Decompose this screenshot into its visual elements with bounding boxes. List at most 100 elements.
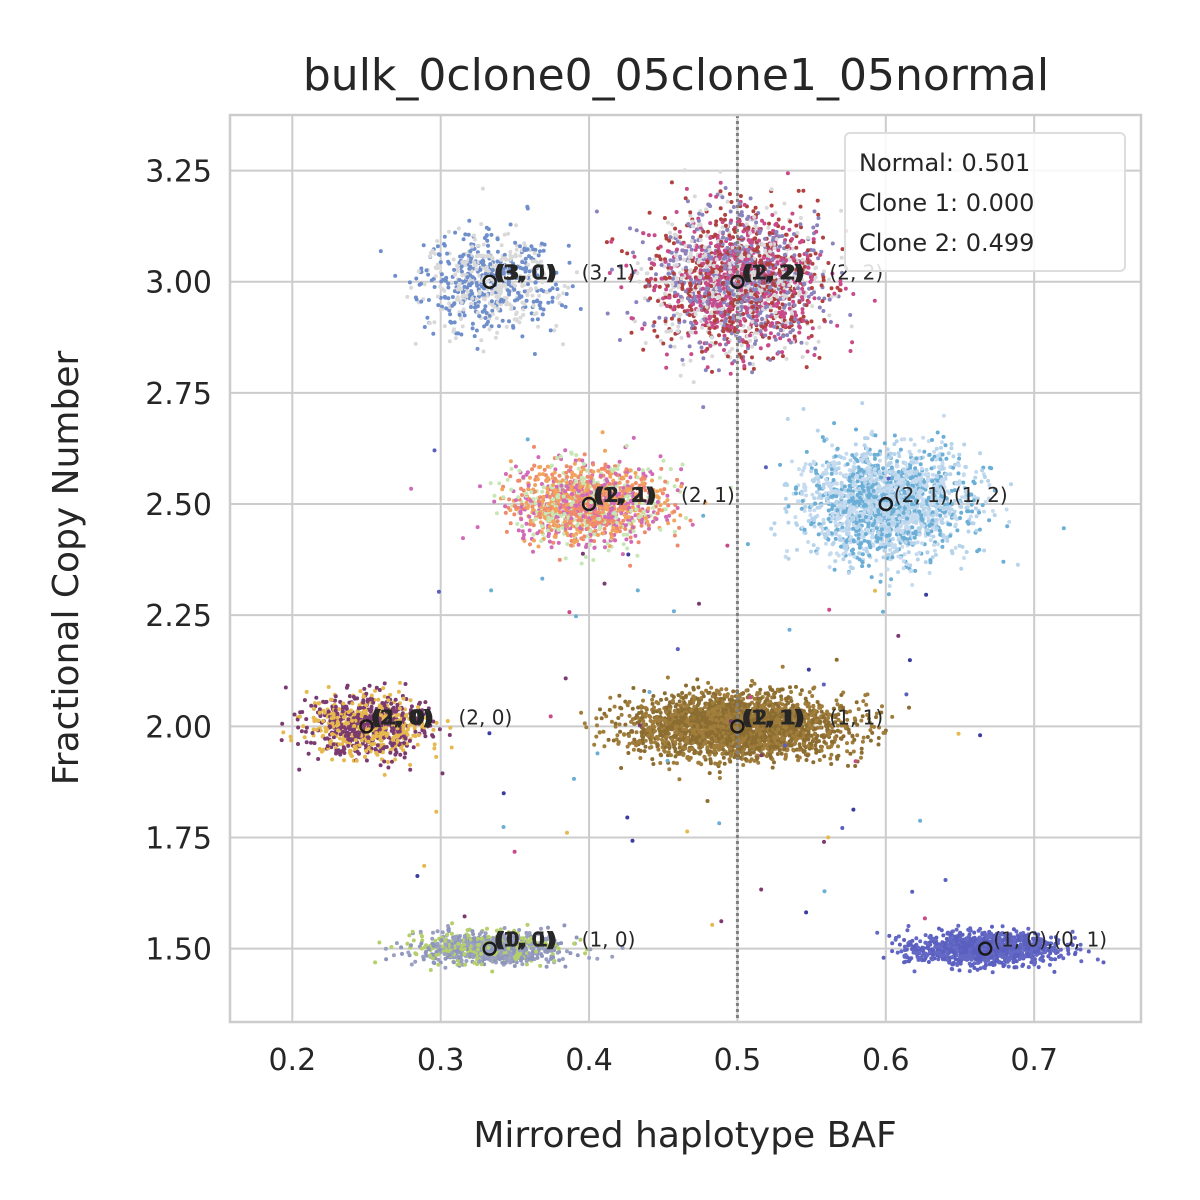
- scatter-point: [533, 483, 538, 487]
- scatter-point: [725, 327, 729, 331]
- scatter-point: [685, 199, 690, 204]
- scatter-point: [554, 323, 559, 328]
- scatter-point: [775, 294, 780, 299]
- scatter-point: [393, 273, 398, 278]
- scatter-point: [570, 284, 575, 289]
- scatter-point: [561, 342, 565, 347]
- scatter-point: [459, 300, 464, 305]
- scatter-point: [785, 417, 790, 421]
- scatter-point: [715, 264, 720, 269]
- scatter-point: [669, 328, 674, 333]
- scatter-point: [631, 435, 636, 440]
- scatter-point: [633, 533, 638, 538]
- scatter-point: [457, 285, 462, 290]
- scatter-point: [698, 299, 703, 304]
- scatter-point: [800, 295, 804, 300]
- scatter-point: [839, 255, 844, 260]
- scatter-point: [448, 312, 453, 317]
- scatter-point: [574, 453, 579, 458]
- scatter-point: [707, 330, 712, 335]
- scatter-point: [649, 266, 654, 271]
- scatter-point: [669, 266, 674, 270]
- scatter-point: [708, 315, 713, 319]
- scatter-point: [574, 270, 579, 275]
- scatter-point: [797, 300, 802, 305]
- scatter-point: [667, 275, 672, 280]
- scatter-point: [549, 273, 554, 278]
- scatter-point: [469, 269, 474, 274]
- scatter-point: [748, 196, 753, 201]
- scatter-point: [555, 519, 560, 524]
- scatter-point: [689, 239, 694, 244]
- scatter-point: [935, 430, 940, 435]
- scatter-point: [635, 271, 640, 275]
- scatter-point: [666, 220, 670, 225]
- scatter-point: [521, 475, 526, 480]
- scatter-point: [564, 508, 569, 513]
- scatter-point: [459, 332, 464, 337]
- scatter-point: [646, 233, 651, 238]
- scatter-point: [409, 285, 413, 290]
- scatter-point: [502, 282, 507, 287]
- scatter-point: [640, 326, 645, 331]
- scatter-point: [427, 321, 432, 326]
- scatter-point: [467, 218, 472, 223]
- scatter-point: [482, 307, 487, 312]
- scatter-point: [768, 331, 773, 336]
- scatter-point: [678, 513, 683, 518]
- scatter-point: [519, 517, 524, 522]
- scatter-point: [601, 510, 605, 515]
- scatter-point: [729, 218, 734, 223]
- scatter-point: [698, 238, 703, 242]
- scatter-point: [812, 290, 816, 295]
- scatter-point: [501, 263, 506, 268]
- scatter-point: [634, 300, 639, 305]
- scatter-point: [698, 234, 703, 239]
- scatter-point: [635, 475, 640, 480]
- scatter-point: [767, 231, 772, 235]
- scatter-point: [798, 204, 803, 209]
- x-tick-label: 0.6: [862, 1043, 910, 1078]
- scatter-point: [678, 312, 683, 317]
- scatter-point: [566, 243, 571, 248]
- scatter-point: [522, 289, 527, 294]
- scatter-point: [541, 485, 546, 490]
- scatter-point: [835, 323, 840, 328]
- scatter-point: [537, 293, 542, 298]
- scatter-point: [518, 511, 523, 516]
- scatter-point: [470, 321, 475, 326]
- scatter-point: [552, 328, 557, 333]
- scatter-point: [693, 330, 698, 335]
- scatter-point: [520, 260, 525, 265]
- scatter-point: [723, 186, 728, 190]
- scatter-point: [701, 261, 706, 266]
- scatter-point: [940, 440, 944, 445]
- scatter-point: [453, 272, 458, 277]
- scatter-point: [680, 248, 685, 253]
- scatter-point: [819, 249, 824, 254]
- scatter-point: [778, 462, 783, 467]
- scatter-point: [657, 284, 662, 289]
- scatter-point: [431, 331, 436, 336]
- scatter-point: [808, 462, 813, 467]
- scatter-point: [698, 222, 703, 227]
- scatter-point: [668, 230, 672, 235]
- scatter-point: [708, 278, 713, 283]
- scatter-point: [790, 211, 795, 216]
- y-tick-label: 1.75: [145, 821, 212, 856]
- scatter-point: [539, 288, 544, 292]
- scatter-point: [534, 286, 538, 291]
- scatter-point: [513, 253, 518, 258]
- scatter-point: [496, 306, 500, 311]
- scatter-point: [465, 275, 470, 280]
- scatter-point: [827, 297, 832, 302]
- scatter-point: [762, 243, 766, 248]
- scatter-point: [492, 493, 497, 498]
- y-tick-label: 2.75: [145, 377, 212, 412]
- scatter-point: [728, 209, 733, 214]
- scatter-point: [541, 472, 546, 477]
- scatter-point: [728, 371, 733, 376]
- scatter-point: [817, 355, 822, 360]
- scatter-point: [800, 310, 805, 315]
- scatter-point: [452, 289, 457, 294]
